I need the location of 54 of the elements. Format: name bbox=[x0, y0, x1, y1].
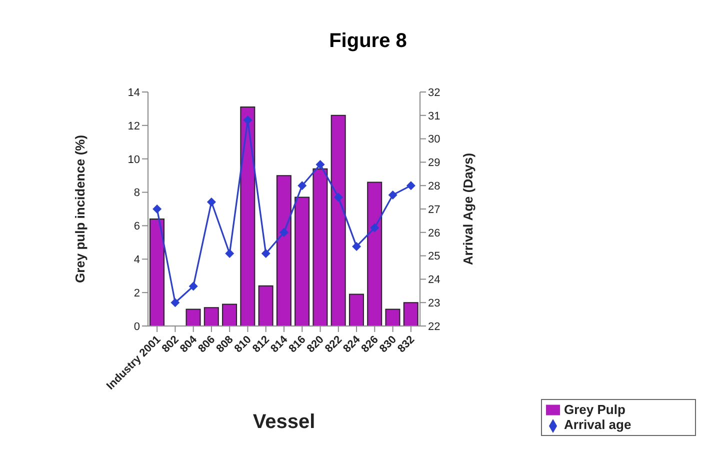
point bbox=[352, 242, 362, 251]
legend-label: Arrival age bbox=[564, 417, 632, 432]
y2-axis-title: Arrival Age (Days) bbox=[460, 152, 476, 266]
y2-tick-label: 32 bbox=[428, 86, 440, 99]
y-tick-label: 8 bbox=[134, 187, 140, 200]
y2-tick-label: 30 bbox=[428, 134, 440, 146]
bar bbox=[204, 307, 219, 326]
y-tick-label: 12 bbox=[128, 120, 140, 132]
y-tick-label: 2 bbox=[134, 287, 140, 300]
bar bbox=[240, 106, 256, 326]
y2-tick-label: 28 bbox=[428, 180, 440, 193]
y2-tick-label: 22 bbox=[428, 320, 440, 333]
y2-tick-label: 29 bbox=[428, 157, 440, 170]
y2-tick-label: 24 bbox=[428, 274, 440, 286]
point bbox=[406, 181, 416, 190]
point bbox=[225, 248, 234, 258]
point bbox=[370, 223, 380, 232]
bar bbox=[367, 182, 382, 326]
bar bbox=[330, 114, 346, 326]
point bbox=[388, 190, 398, 200]
y-tick-label: 10 bbox=[128, 154, 140, 166]
bar bbox=[385, 308, 400, 326]
point bbox=[170, 298, 180, 308]
point bbox=[316, 160, 325, 170]
y2-tick-label: 25 bbox=[428, 250, 440, 263]
point bbox=[298, 181, 307, 190]
point bbox=[334, 192, 343, 202]
y-tick-label: 14 bbox=[128, 86, 140, 99]
x-tick-label: 802 bbox=[160, 334, 182, 356]
point bbox=[261, 248, 270, 258]
y-axis-title: Grey pulp incidence (%) bbox=[72, 134, 88, 284]
bar bbox=[403, 302, 418, 326]
x-axis-title: Vessel bbox=[252, 411, 316, 433]
bar bbox=[186, 308, 201, 326]
point bbox=[188, 282, 198, 291]
y2-tick-label: 26 bbox=[428, 227, 440, 240]
y-tick-label: 4 bbox=[134, 254, 140, 266]
y-tick-label: 0 bbox=[134, 320, 140, 333]
y2-tick-label: 23 bbox=[428, 298, 440, 310]
bar bbox=[294, 196, 310, 326]
y2-tick-label: 27 bbox=[428, 204, 440, 216]
chart-title: Figure 8 bbox=[328, 30, 408, 53]
bar bbox=[276, 175, 292, 326]
bar bbox=[222, 304, 238, 326]
bar bbox=[348, 294, 364, 326]
bar bbox=[150, 218, 164, 326]
bar bbox=[258, 285, 274, 326]
point bbox=[280, 228, 288, 237]
legend-label: Grey Pulp bbox=[564, 402, 626, 417]
point bbox=[206, 197, 216, 206]
y-tick-label: 6 bbox=[134, 220, 140, 233]
y2-tick-label: 31 bbox=[428, 110, 440, 122]
bar bbox=[312, 168, 328, 326]
point bbox=[152, 204, 162, 214]
